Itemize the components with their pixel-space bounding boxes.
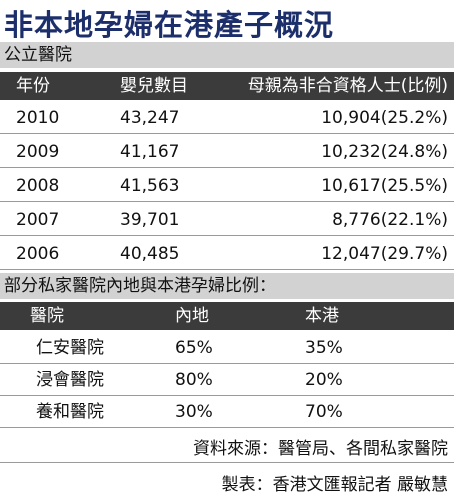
section-header: 公立醫院: [0, 42, 454, 68]
credit: 製表：香港文匯報記者 嚴敏慧: [221, 475, 448, 495]
table-cell: 40,485: [120, 244, 180, 264]
table-header: 醫院 內地 本港: [0, 302, 454, 330]
table-cell: 2007: [16, 210, 60, 230]
table-cell: 2008: [16, 176, 60, 196]
title: 非本地孕婦在港產子概況: [4, 8, 335, 42]
table-row: 2008 41,563 10,617(25.5%): [0, 170, 454, 202]
table-header: 年份 嬰兒數目 母親為非合資格人士(比例): [0, 72, 454, 100]
table-cell: 10,904(25.2%): [321, 108, 448, 128]
table-cell: 8,776(22.1%): [332, 210, 448, 230]
table-row: 2007 39,701 8,776(22.1%): [0, 204, 454, 236]
divider: [0, 462, 454, 463]
table-row: 仁安醫院 65% 35%: [0, 332, 454, 364]
table-cell: 70%: [305, 402, 343, 422]
table-cell: 65%: [175, 338, 213, 358]
table-row: 養和醫院 30% 70%: [0, 396, 454, 428]
table-cell: 2010: [16, 108, 60, 128]
table-cell: 2006: [16, 244, 60, 264]
table-cell: 39,701: [120, 210, 180, 230]
table-cell: 浸會醫院: [36, 370, 104, 390]
table-row: 2006 40,485 12,047(29.7%): [0, 238, 454, 270]
header-cell: 年份: [16, 76, 50, 96]
section-title: 部分私家醫院內地與本港孕婦比例：: [4, 276, 276, 296]
table-cell: 2009: [16, 142, 60, 162]
table-cell: 10,232(24.8%): [321, 142, 448, 162]
table-cell: 80%: [175, 370, 213, 390]
source: 資料來源：醫管局、各間私家醫院: [193, 439, 448, 459]
table-cell: 12,047(29.7%): [321, 244, 448, 264]
table-row: 2009 41,167 10,232(24.8%): [0, 136, 454, 168]
table-cell: 30%: [175, 402, 213, 422]
table-cell: 20%: [305, 370, 343, 390]
table-cell: 10,617(25.5%): [321, 176, 448, 196]
header-cell: 母親為非合資格人士(比例): [247, 76, 448, 96]
header-cell: 醫院: [30, 306, 64, 326]
table-row: 2010 43,247 10,904(25.2%): [0, 102, 454, 134]
table-cell: 41,563: [120, 176, 180, 196]
table-cell: 43,247: [120, 108, 180, 128]
table-cell: 41,167: [120, 142, 180, 162]
header-cell: 內地: [175, 306, 209, 326]
header-cell: 嬰兒數目: [120, 76, 188, 96]
table-cell: 養和醫院: [36, 402, 104, 422]
table-row: 浸會醫院 80% 20%: [0, 364, 454, 396]
section-title: 公立醫院: [4, 45, 72, 65]
table-cell: 35%: [305, 338, 343, 358]
header-cell: 本港: [305, 306, 339, 326]
section-header: 部分私家醫院內地與本港孕婦比例：: [0, 273, 454, 299]
table-cell: 仁安醫院: [36, 338, 104, 358]
